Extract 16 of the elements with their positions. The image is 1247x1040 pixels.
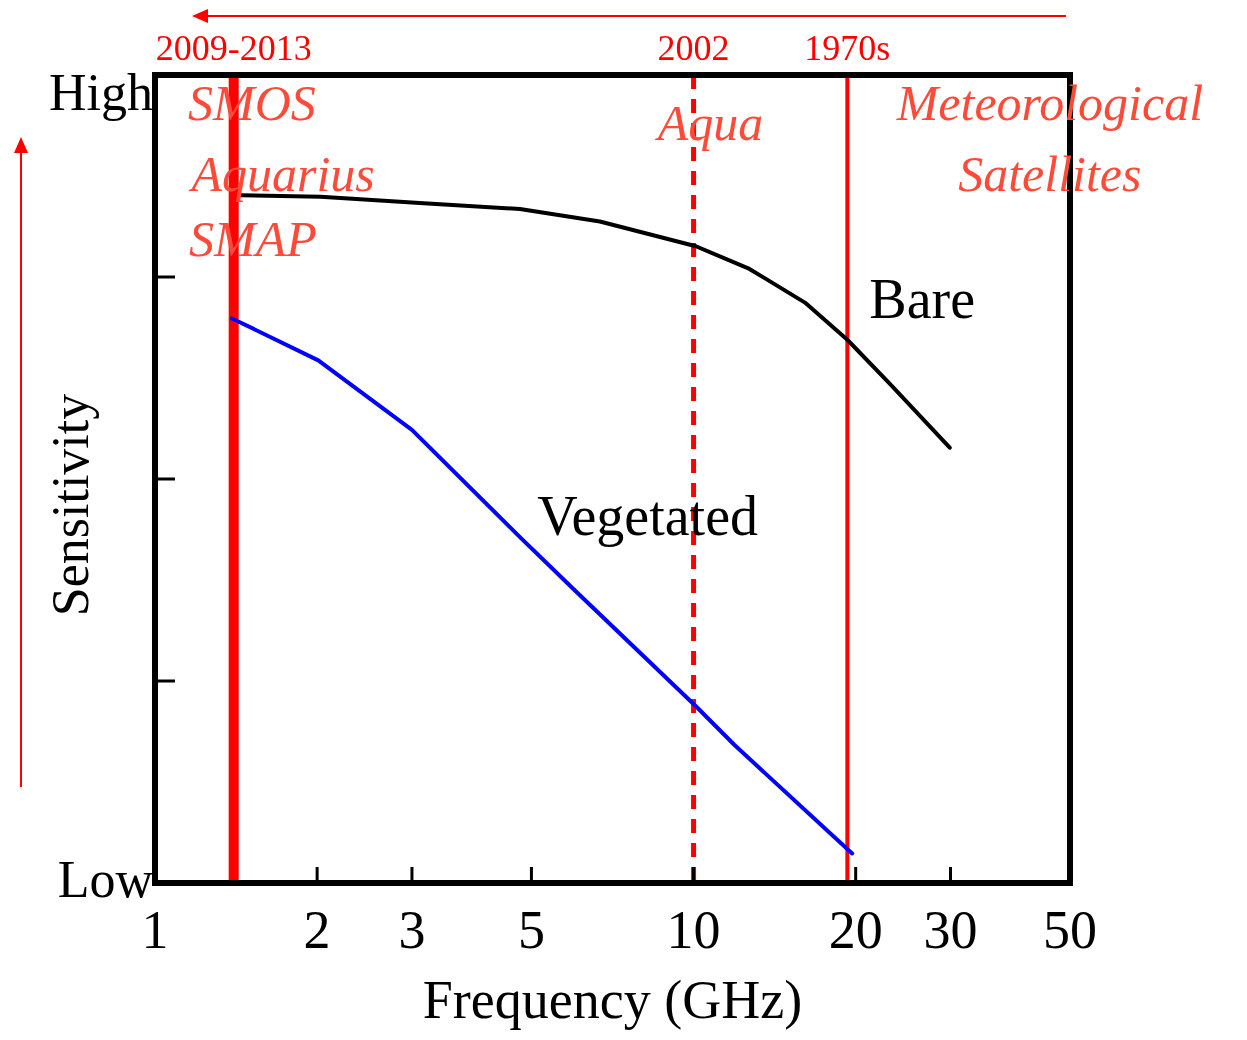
x-tick-label: 50 [1043,899,1097,960]
text: Aqua [654,94,764,151]
x-tick-label: 5 [517,899,545,960]
x-tick-label: 2 [303,899,331,960]
text: High [49,64,153,122]
text: 2009-2013 [155,28,312,69]
series-label: Bare [869,268,976,331]
text: 1970s [804,28,891,69]
x-axis-title: Frequency (GHz) [422,969,803,1030]
x-tick-label: 30 [923,899,978,960]
text: 2002 [657,28,730,69]
y-axis-title: Sensitivity [40,393,100,617]
x-tick-label: 10 [666,899,721,960]
x-tick-label: 20 [828,899,883,960]
series-label: Vegetated [537,485,759,548]
x-tick-label: 3 [398,899,426,960]
